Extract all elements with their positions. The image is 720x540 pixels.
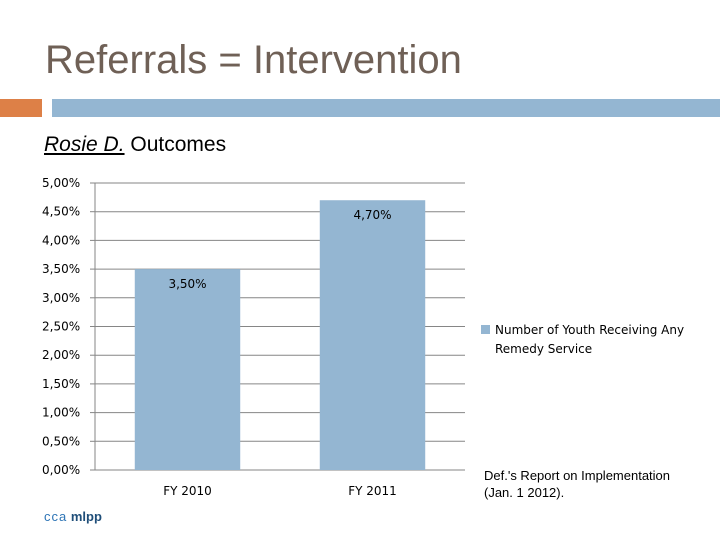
y-tick-label: 4,50% bbox=[42, 205, 80, 219]
legend-label: Number of Youth Receiving Any Remedy Ser… bbox=[495, 323, 685, 356]
source-line-2: (Jan. 1 2012). bbox=[484, 485, 565, 500]
bar bbox=[134, 269, 241, 470]
chart-legend: Number of Youth Receiving Any Remedy Ser… bbox=[481, 321, 691, 359]
logo-mlpp: mlpp bbox=[70, 509, 102, 524]
y-tick-label: 2,50% bbox=[42, 320, 80, 334]
slide-title: Referrals = Intervention bbox=[45, 38, 462, 82]
data-label: 4,70% bbox=[353, 208, 391, 222]
y-tick-label: 0,50% bbox=[42, 434, 80, 448]
y-tick-label: 2,00% bbox=[42, 348, 80, 362]
y-tick-label: 5,00% bbox=[42, 176, 80, 190]
slide-subtitle: Rosie D. Outcomes bbox=[44, 133, 226, 157]
x-tick-label: FY 2010 bbox=[163, 484, 212, 498]
accent-bar-orange bbox=[0, 99, 42, 117]
subtitle-case-name: Rosie D. bbox=[44, 133, 125, 156]
source-line-1: Def.'s Report on Implementation bbox=[484, 468, 671, 483]
legend-swatch bbox=[481, 325, 490, 334]
y-tick-label: 1,50% bbox=[42, 377, 80, 391]
source-citation: Def.'s Report on Implementation (Jan. 1 … bbox=[484, 467, 704, 501]
bar bbox=[319, 200, 426, 470]
accent-bar-blue bbox=[52, 99, 720, 117]
y-tick-label: 1,00% bbox=[42, 406, 80, 420]
y-tick-label: 4,00% bbox=[42, 233, 80, 247]
logo-cca: cca bbox=[44, 509, 68, 524]
bars bbox=[134, 200, 426, 470]
x-tick-label: FY 2011 bbox=[348, 484, 397, 498]
data-label: 3,50% bbox=[168, 277, 206, 291]
y-tick-label: 0,00% bbox=[42, 463, 80, 477]
subtitle-rest: Outcomes bbox=[124, 133, 227, 156]
data-labels: 3,50% 4,70% bbox=[168, 208, 391, 291]
y-tick-label: 3,50% bbox=[42, 262, 80, 276]
y-axis-ticks: 0,00% 0,50% 1,00% 1,50% 2,00% 2,50% 3,00% 3,50%… bbox=[42, 176, 80, 477]
x-axis-ticks: FY 2010 FY 2011 bbox=[163, 484, 397, 498]
logo: cca mlpp bbox=[44, 509, 102, 524]
y-tick-label: 3,00% bbox=[42, 291, 80, 305]
